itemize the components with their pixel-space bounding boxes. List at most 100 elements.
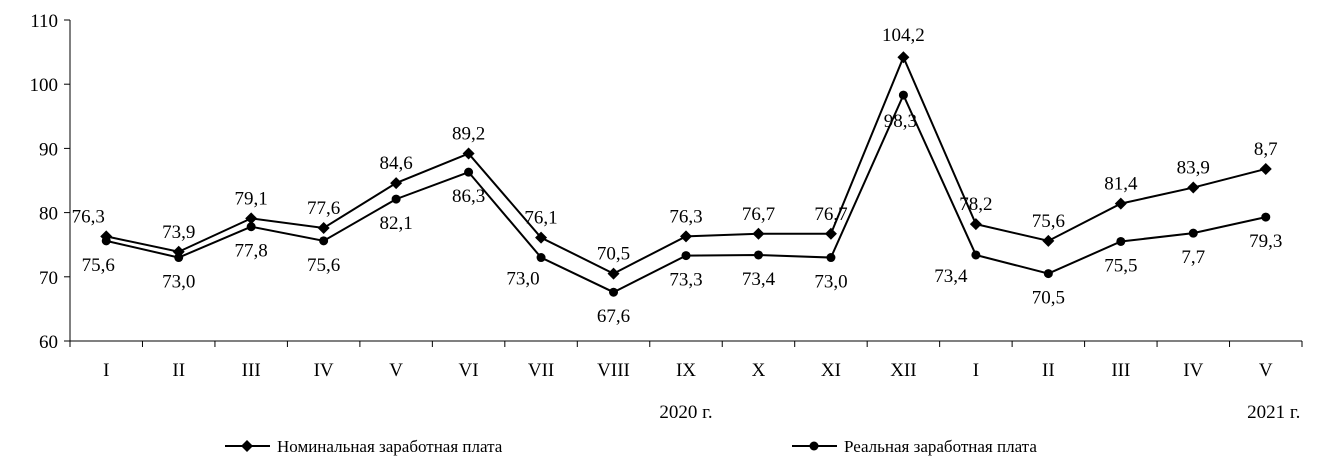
data-label-nominal: 84,6 bbox=[379, 153, 412, 174]
circle-marker bbox=[246, 222, 256, 232]
data-label-nominal: 81,4 bbox=[1104, 174, 1138, 195]
diamond-marker bbox=[317, 222, 330, 235]
data-label-nominal: 78,2 bbox=[959, 194, 992, 215]
data-label-real: 86,3 bbox=[452, 186, 485, 207]
data-label-real: 73,3 bbox=[669, 270, 702, 291]
x-tick-label: V bbox=[389, 360, 403, 381]
data-label-nominal: 75,6 bbox=[1032, 211, 1065, 232]
data-label-real: 7,7 bbox=[1181, 247, 1205, 268]
data-label-real: 82,1 bbox=[379, 213, 412, 234]
circle-marker bbox=[101, 236, 111, 246]
data-label-nominal: 73,9 bbox=[162, 222, 195, 243]
diamond-marker bbox=[607, 267, 620, 280]
y-tick-label: 60 bbox=[39, 332, 58, 353]
data-label-real: 73,0 bbox=[506, 269, 539, 290]
circle-marker bbox=[753, 250, 763, 260]
data-label-real: 75,6 bbox=[82, 255, 115, 276]
diamond-marker bbox=[535, 231, 548, 244]
x-tick-label: I bbox=[103, 360, 109, 381]
x-group-label: 2020 г. bbox=[659, 402, 712, 423]
x-tick-label: I bbox=[973, 360, 979, 381]
circle-marker bbox=[898, 90, 908, 100]
data-label-nominal: 104,2 bbox=[882, 25, 925, 46]
x-tick-label: III bbox=[242, 360, 261, 381]
data-label-nominal: 83,9 bbox=[1177, 158, 1210, 179]
x-tick-label: VI bbox=[459, 360, 479, 381]
x-tick-label: IV bbox=[314, 360, 334, 381]
data-labels: 76,3 73,9 79,1 77,6 84,6 89,2 76,1 70,5 76,3 76,7… bbox=[72, 25, 1283, 327]
diamond-marker bbox=[824, 227, 837, 240]
circle-marker bbox=[809, 441, 819, 451]
x-tick-label: VII bbox=[528, 360, 554, 381]
x-tick-label: V bbox=[1259, 360, 1273, 381]
circle-marker bbox=[971, 250, 981, 260]
data-label-nominal: 76,3 bbox=[669, 206, 702, 227]
x-tick-label: X bbox=[752, 360, 766, 381]
diamond-marker bbox=[241, 440, 253, 452]
data-label-nominal: 77,6 bbox=[307, 198, 340, 219]
diamond-marker bbox=[969, 218, 982, 231]
diamond-marker bbox=[462, 147, 475, 160]
x-tick-label: IX bbox=[676, 360, 696, 381]
data-label-real: 73,4 bbox=[742, 269, 776, 290]
y-tick-label: 80 bbox=[39, 204, 58, 225]
circle-marker bbox=[1261, 212, 1271, 222]
circle-marker bbox=[609, 287, 619, 297]
diamond-marker bbox=[680, 230, 692, 243]
circle-marker bbox=[319, 236, 329, 246]
data-label-real: 73,0 bbox=[814, 272, 847, 293]
data-label-real: 79,3 bbox=[1249, 231, 1282, 252]
data-label-real: 73,0 bbox=[162, 272, 195, 293]
y-tick-label: 100 bbox=[30, 75, 59, 96]
data-label-nominal: 76,7 bbox=[814, 204, 847, 225]
circle-marker bbox=[1116, 236, 1126, 246]
x-tick-label: VIII bbox=[597, 360, 630, 381]
diamond-marker bbox=[1187, 181, 1200, 194]
y-tick-label: 110 bbox=[30, 11, 58, 32]
diamond-marker bbox=[897, 51, 910, 64]
circle-marker bbox=[1043, 269, 1053, 279]
legend: Номинальная заработная плата Реальная зар… bbox=[225, 437, 1037, 456]
series-line-real bbox=[106, 92, 1266, 294]
x-tick-label: XI bbox=[821, 360, 841, 381]
circle-marker bbox=[826, 253, 836, 263]
data-label-nominal: 89,2 bbox=[452, 124, 485, 145]
diamond-marker bbox=[752, 227, 765, 240]
circle-marker bbox=[536, 253, 546, 263]
circle-marker bbox=[174, 253, 184, 263]
data-label-real: 67,6 bbox=[597, 306, 630, 327]
data-label-real: 70,5 bbox=[1032, 288, 1065, 309]
x-tick-label: III bbox=[1111, 360, 1130, 381]
data-label-real: 75,5 bbox=[1104, 255, 1137, 276]
x-tick-label: II bbox=[172, 360, 185, 381]
data-label-nominal: 70,5 bbox=[597, 244, 630, 265]
diamond-marker bbox=[1042, 234, 1055, 247]
data-label-nominal: 76,7 bbox=[742, 204, 775, 225]
diamond-marker bbox=[390, 177, 403, 190]
y-tick-label: 90 bbox=[39, 139, 58, 160]
data-label-real: 77,8 bbox=[235, 241, 268, 262]
legend-label-nominal: Номинальная заработная плата bbox=[277, 437, 503, 456]
x-tick-label: XII bbox=[890, 360, 916, 381]
x-group-label: 2021 г. bbox=[1247, 402, 1300, 423]
x-tick-label: IV bbox=[1183, 360, 1203, 381]
circle-marker bbox=[391, 194, 401, 204]
diamond-marker bbox=[1259, 162, 1272, 175]
circle-marker bbox=[464, 167, 474, 177]
legend-label-real: Реальная заработная плата bbox=[844, 437, 1037, 456]
data-label-real: 98,3 bbox=[884, 111, 917, 132]
data-label-nominal: 8,7 bbox=[1254, 139, 1278, 160]
circle-marker bbox=[1188, 228, 1198, 238]
x-tick-label: II bbox=[1042, 360, 1055, 381]
y-tick-label: 70 bbox=[39, 268, 58, 289]
data-label-nominal: 76,1 bbox=[524, 208, 557, 229]
data-label-real: 75,6 bbox=[307, 255, 340, 276]
circle-marker bbox=[681, 251, 691, 261]
diamond-marker bbox=[1114, 197, 1127, 210]
diamond-marker bbox=[245, 212, 258, 225]
data-label-nominal: 76,3 bbox=[72, 206, 105, 227]
data-label-real: 73,4 bbox=[934, 266, 968, 287]
series-layer bbox=[100, 51, 1272, 297]
